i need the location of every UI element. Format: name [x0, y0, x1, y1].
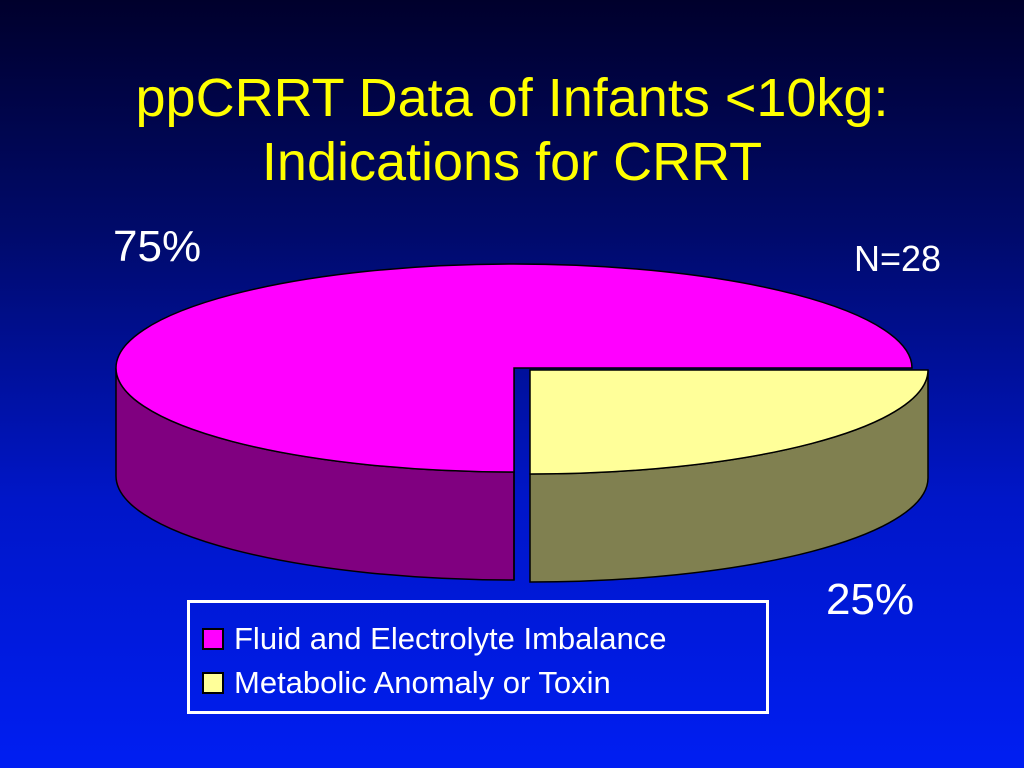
legend-swatch-fluid [202, 628, 224, 650]
slice-label-metabolic: 25% [826, 575, 915, 624]
slice-fluid [115, 263, 913, 473]
legend-swatch-metabolic [202, 672, 224, 694]
slice-label-fluid: 75% [113, 222, 202, 271]
legend-label-fluid: Fluid and Electrolyte Imbalance [234, 621, 667, 656]
title-line-1: ppCRRT Data of Infants <10kg: [135, 68, 889, 128]
legend-label-metabolic: Metabolic Anomaly or Toxin [234, 665, 611, 700]
chart-title: ppCRRT Data of Infants <10kg: Indication… [0, 66, 1024, 194]
sample-size-label: N=28 [854, 238, 942, 279]
legend: Fluid and Electrolyte Imbalance Metaboli… [187, 600, 769, 714]
legend-item-fluid: Fluid and Electrolyte Imbalance [202, 617, 766, 661]
title-line-2: Indications for CRRT [261, 132, 763, 192]
legend-item-metabolic: Metabolic Anomaly or Toxin [202, 661, 766, 705]
slice-metabolic [529, 369, 929, 475]
